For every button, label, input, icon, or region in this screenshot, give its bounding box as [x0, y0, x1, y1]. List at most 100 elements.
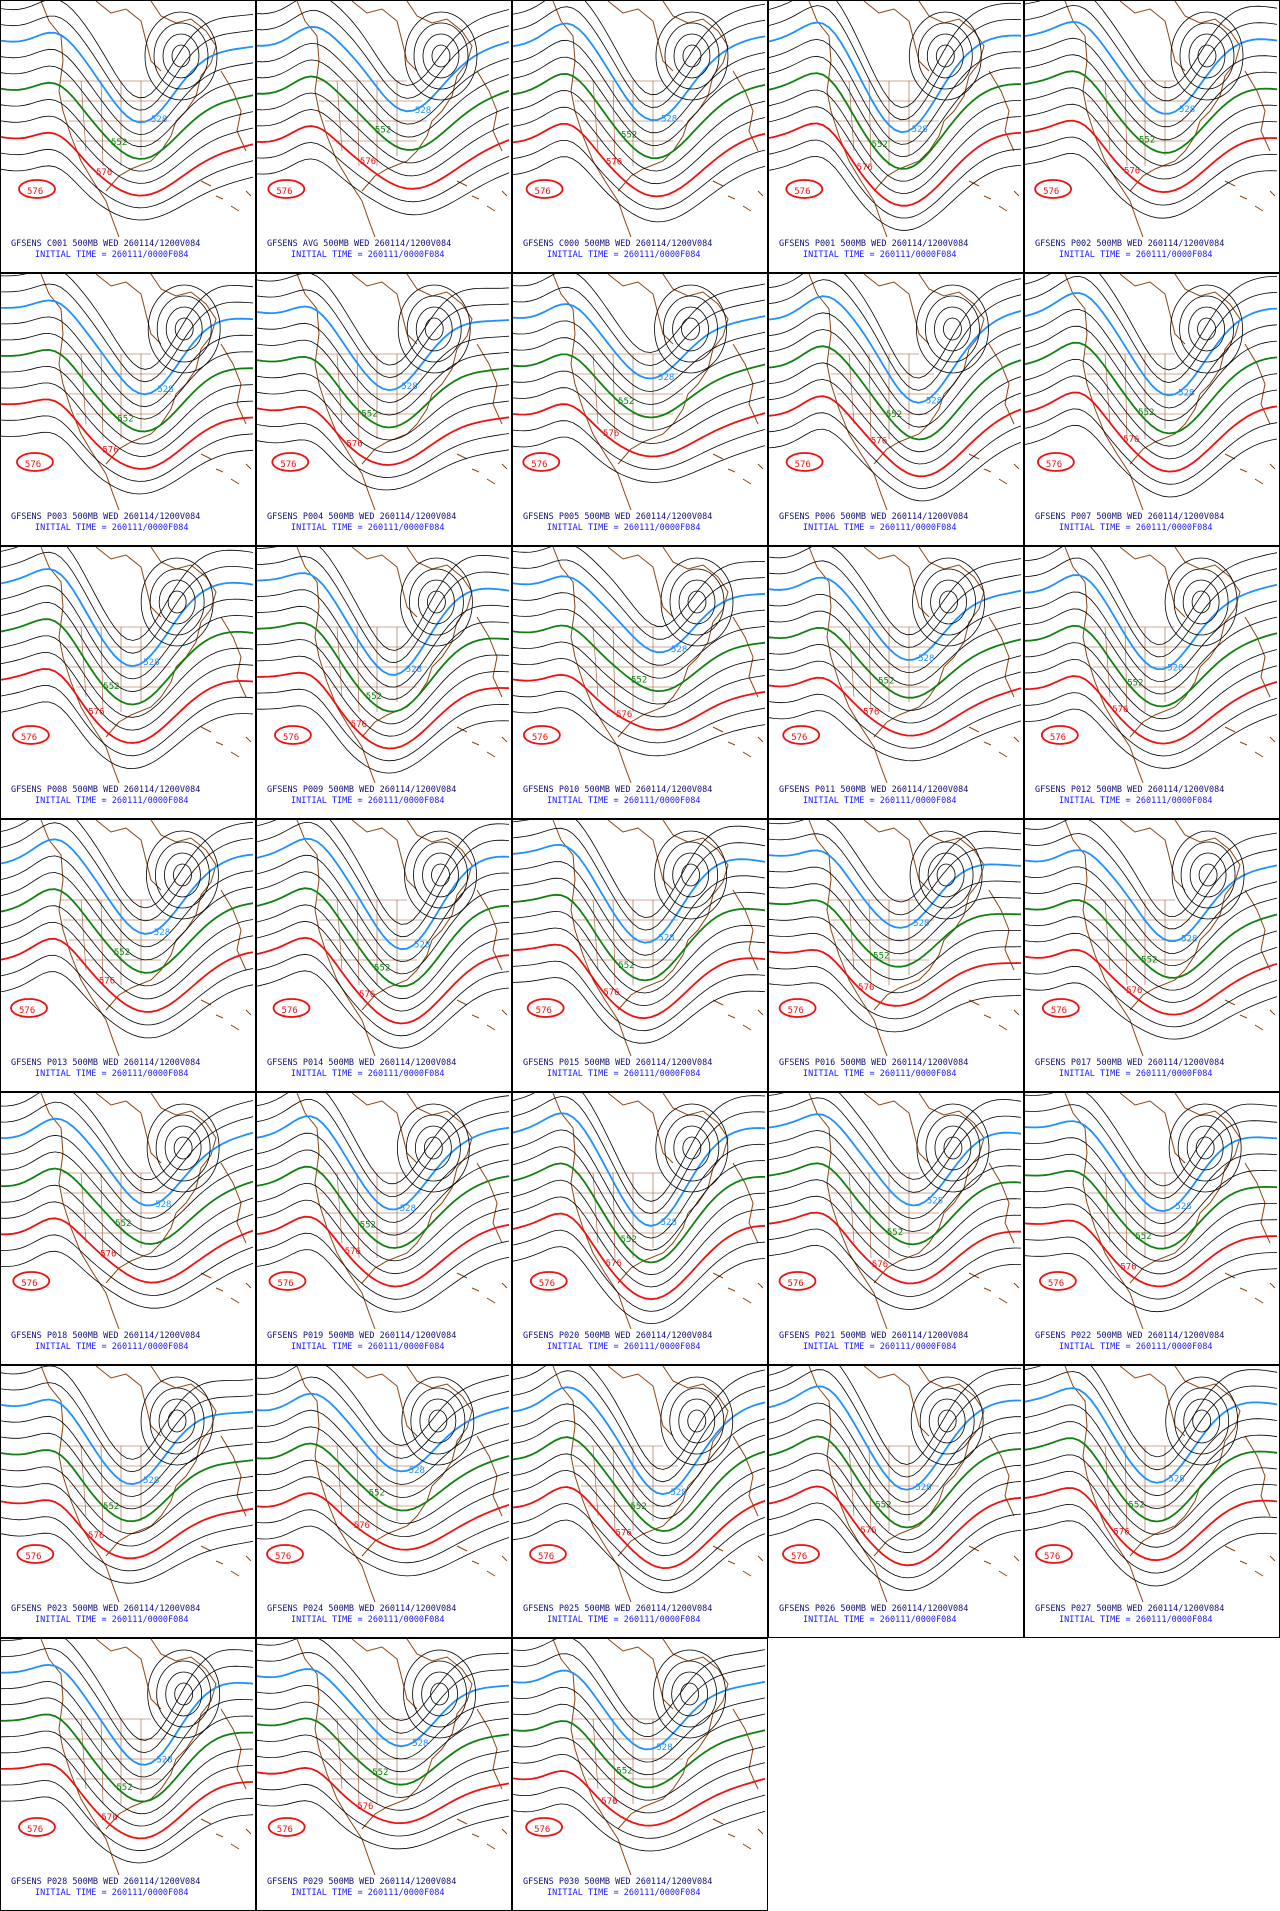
initial-time: INITIAL TIME = 260111/0000F084 [1059, 1069, 1213, 1079]
contour [257, 1376, 510, 1459]
coastline [863, 1093, 930, 1164]
contour [769, 329, 1022, 428]
low-contour [427, 590, 446, 614]
contour [1, 905, 254, 987]
high-contour [526, 998, 565, 1018]
low-contour [147, 284, 221, 374]
coastline [873, 820, 985, 1011]
high-contour [782, 1544, 820, 1564]
ensemble-panel: 528 552 576 576 GFSENS AVG 500MB WED 260114/… [256, 0, 512, 273]
coastline [1119, 1093, 1186, 1164]
contour [1, 1532, 254, 1584]
contour [769, 626, 1022, 699]
coastline [40, 274, 120, 510]
low-contour [1164, 557, 1238, 647]
contour [257, 1525, 510, 1577]
contour [769, 1369, 1021, 1478]
low-contour [155, 1114, 211, 1182]
coastline [361, 1366, 473, 1557]
contour-label: 576 [280, 460, 296, 470]
low-contour [396, 1103, 470, 1193]
initial-time: INITIAL TIME = 260111/0000F084 [803, 250, 957, 260]
contour [513, 1669, 766, 1751]
high-contour [525, 1817, 563, 1837]
low-contour [654, 830, 728, 920]
contour-label: 552 [369, 1488, 385, 1498]
height-map: 528 552 576 576 [769, 1093, 1022, 1329]
low-contour [421, 1671, 458, 1717]
contour [769, 5, 1022, 121]
coastline [296, 547, 376, 783]
contour [513, 403, 766, 458]
low-contour [423, 1136, 443, 1160]
initial-time: INITIAL TIME = 260111/0000F084 [291, 796, 445, 806]
initial-time: INITIAL TIME = 260111/0000F084 [1059, 796, 1213, 806]
panel-title: GFSENS P009 500MB WED 260114/1200V084 [267, 785, 457, 795]
contour-label: 576 [616, 1528, 632, 1538]
contour [769, 279, 1022, 391]
low-contour [655, 1103, 729, 1193]
contour [769, 1244, 1021, 1310]
panel-title: GFSENS P014 500MB WED 260114/1200V084 [267, 1058, 457, 1068]
contour-label: 576 [616, 710, 632, 720]
coastline [1129, 1093, 1241, 1284]
contour [769, 1228, 1022, 1297]
low-contour [1180, 841, 1236, 909]
state-border [100, 80, 104, 167]
contour [513, 1229, 766, 1312]
contour [257, 904, 510, 1000]
contour [257, 547, 510, 651]
coastline [95, 1093, 162, 1164]
ensemble-panel: 528 552 576 576 GFSENS P019 500MB WED 260114… [256, 1092, 512, 1365]
contour [257, 1392, 510, 1473]
contour [1, 1250, 254, 1309]
high-contour [271, 452, 310, 472]
contour-label: 576 [532, 733, 548, 743]
state-border [592, 1172, 599, 1244]
contour [1, 31, 254, 124]
low-contour [934, 306, 971, 352]
contour-label: 576 [871, 436, 887, 446]
coastline [1244, 616, 1271, 698]
low-contour [669, 568, 725, 636]
contour [513, 1129, 766, 1239]
height-map: 528 552 576 576 [257, 1093, 510, 1329]
low-contour [1171, 830, 1245, 920]
contour [769, 1097, 1022, 1193]
contour [257, 59, 510, 138]
contour [769, 1435, 1022, 1529]
coastline [712, 1545, 764, 1577]
contour [257, 274, 510, 366]
contour [1025, 692, 1278, 757]
low-contour [908, 11, 982, 101]
state-border [80, 1172, 87, 1244]
high-contour [16, 1544, 55, 1564]
contour-label: 528 [406, 665, 422, 675]
low-contour [173, 1136, 193, 1160]
contour [513, 1486, 766, 1570]
contour [1, 1663, 254, 1766]
coastline [552, 820, 632, 1056]
contour [1, 954, 254, 1026]
state-border [1104, 1445, 1111, 1517]
contour-label: 528 [415, 106, 431, 116]
ensemble-panel: 528 552 576 576 GFSENS P009 500MB WED 260114… [256, 546, 512, 819]
contour [1025, 119, 1278, 194]
low-contour [146, 1103, 220, 1193]
panel-title: GFSENS P016 500MB WED 260114/1200V084 [779, 1058, 969, 1068]
state-border [80, 80, 87, 152]
panel-title: GFSENS P001 500MB WED 260114/1200V084 [779, 239, 969, 249]
contour [769, 106, 1022, 194]
state-border [1104, 353, 1111, 425]
contour [1025, 1203, 1278, 1275]
panel-title: GFSENS P019 500MB WED 260114/1200V084 [267, 1331, 457, 1341]
contour [513, 827, 766, 931]
contour [257, 1750, 510, 1811]
coastline [1064, 547, 1144, 783]
contour [513, 420, 766, 470]
contour-label: 576 [1048, 1279, 1064, 1289]
contour [769, 644, 1022, 711]
low-contour [1174, 1387, 1230, 1455]
contour [1, 1366, 254, 1460]
contour [1025, 642, 1278, 720]
